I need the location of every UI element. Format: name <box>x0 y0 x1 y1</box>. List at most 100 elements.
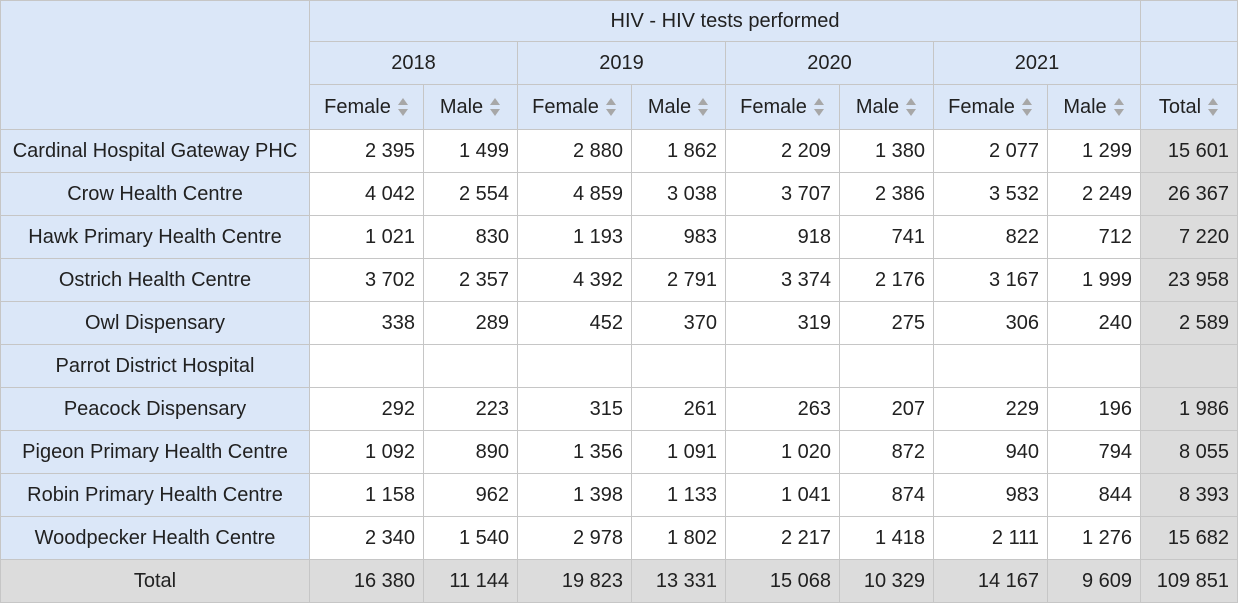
value-cell: 2 554 <box>423 172 518 216</box>
row-label: Robin Primary Health Centre <box>0 473 310 517</box>
value-cell: 1 802 <box>631 516 726 560</box>
table-row: Cardinal Hospital Gateway PHC 2 395 1 499 2… <box>0 129 1238 173</box>
value-cell: 1 398 <box>517 473 632 517</box>
row-total-cell: 23 958 <box>1140 258 1238 302</box>
value-cell <box>933 344 1048 388</box>
year-header: 2021 <box>933 41 1141 85</box>
sort-header-male[interactable]: Male <box>631 84 726 130</box>
value-cell: 3 167 <box>933 258 1048 302</box>
value-cell: 2 176 <box>839 258 934 302</box>
sort-header-total[interactable]: Total <box>1140 84 1238 130</box>
column-label: Female <box>948 95 1015 118</box>
sort-icon[interactable] <box>1207 97 1219 117</box>
table-row: Ostrich Health Centre 3 702 2 357 4 392 2 79… <box>0 258 1238 302</box>
value-cell: 1 380 <box>839 129 934 173</box>
sort-icon[interactable] <box>905 97 917 117</box>
row-label: Crow Health Centre <box>0 172 310 216</box>
row-total-cell <box>1140 344 1238 388</box>
table-row: Peacock Dispensary 292 223 315 261 263 207 229 1… <box>0 387 1238 431</box>
value-cell: 822 <box>933 215 1048 259</box>
value-cell: 3 702 <box>309 258 424 302</box>
value-cell: 1 041 <box>725 473 840 517</box>
value-cell: 315 <box>517 387 632 431</box>
table-title: HIV - HIV tests performed <box>309 0 1141 42</box>
column-label: Female <box>532 95 599 118</box>
value-cell: 1 158 <box>309 473 424 517</box>
sort-header-male[interactable]: Male <box>423 84 518 130</box>
value-cell <box>1047 344 1141 388</box>
sort-icon[interactable] <box>697 97 709 117</box>
value-cell: 2 880 <box>517 129 632 173</box>
value-cell: 306 <box>933 301 1048 345</box>
value-cell: 4 859 <box>517 172 632 216</box>
sort-header-female[interactable]: Female <box>309 84 424 130</box>
value-cell <box>517 344 632 388</box>
value-cell: 1 356 <box>517 430 632 474</box>
value-cell: 2 340 <box>309 516 424 560</box>
value-cell: 196 <box>1047 387 1141 431</box>
column-total-cell: 14 167 <box>933 559 1048 603</box>
sort-icon[interactable] <box>1113 97 1125 117</box>
sort-icon[interactable] <box>397 97 409 117</box>
value-cell: 1 540 <box>423 516 518 560</box>
column-total-cell: 11 144 <box>423 559 518 603</box>
value-cell: 292 <box>309 387 424 431</box>
sort-header-male[interactable]: Male <box>1047 84 1141 130</box>
table-row: Robin Primary Health Centre 1 158 962 1 398… <box>0 473 1238 517</box>
table-row: Parrot District Hospital <box>0 344 1238 388</box>
value-cell: 1 193 <box>517 215 632 259</box>
table-row: Pigeon Primary Health Centre 1 092 890 1 35… <box>0 430 1238 474</box>
value-cell <box>839 344 934 388</box>
value-cell: 338 <box>309 301 424 345</box>
value-cell: 207 <box>839 387 934 431</box>
column-label: Total <box>1158 95 1202 118</box>
sort-icon[interactable] <box>605 97 617 117</box>
value-cell: 1 418 <box>839 516 934 560</box>
year-header: 2020 <box>725 41 934 85</box>
value-cell: 983 <box>631 215 726 259</box>
sort-header-female[interactable]: Female <box>725 84 840 130</box>
row-total-cell: 8 393 <box>1140 473 1238 517</box>
corner-cell <box>0 0 310 130</box>
value-cell <box>423 344 518 388</box>
value-cell: 2 209 <box>725 129 840 173</box>
column-label: Female <box>324 95 391 118</box>
value-cell: 844 <box>1047 473 1141 517</box>
row-label: Ostrich Health Centre <box>0 258 310 302</box>
value-cell: 940 <box>933 430 1048 474</box>
sort-icon[interactable] <box>813 97 825 117</box>
row-label: Owl Dispensary <box>0 301 310 345</box>
sort-header-female[interactable]: Female <box>933 84 1048 130</box>
value-cell: 1 020 <box>725 430 840 474</box>
value-cell: 1 299 <box>1047 129 1141 173</box>
sort-icon[interactable] <box>1021 97 1033 117</box>
year-header: 2019 <box>517 41 726 85</box>
value-cell: 3 374 <box>725 258 840 302</box>
sort-header-female[interactable]: Female <box>517 84 632 130</box>
sort-header-male[interactable]: Male <box>839 84 934 130</box>
value-cell: 223 <box>423 387 518 431</box>
table-row: Owl Dispensary 338 289 452 370 319 275 306 240 2 … <box>0 301 1238 345</box>
grand-total-cell: 109 851 <box>1140 559 1238 603</box>
value-cell: 1 999 <box>1047 258 1141 302</box>
year-header: 2018 <box>309 41 518 85</box>
row-total-cell: 26 367 <box>1140 172 1238 216</box>
value-cell: 2 791 <box>631 258 726 302</box>
value-cell: 261 <box>631 387 726 431</box>
value-cell: 3 038 <box>631 172 726 216</box>
value-cell <box>631 344 726 388</box>
value-cell: 872 <box>839 430 934 474</box>
totals-label: Total <box>0 559 310 603</box>
value-cell: 2 978 <box>517 516 632 560</box>
value-cell: 741 <box>839 215 934 259</box>
header-spacer <box>1140 41 1238 85</box>
column-label: Male <box>439 95 484 118</box>
value-cell <box>725 344 840 388</box>
value-cell: 275 <box>839 301 934 345</box>
value-cell: 229 <box>933 387 1048 431</box>
value-cell: 794 <box>1047 430 1141 474</box>
column-label: Male <box>647 95 692 118</box>
value-cell: 712 <box>1047 215 1141 259</box>
sort-icon[interactable] <box>489 97 501 117</box>
